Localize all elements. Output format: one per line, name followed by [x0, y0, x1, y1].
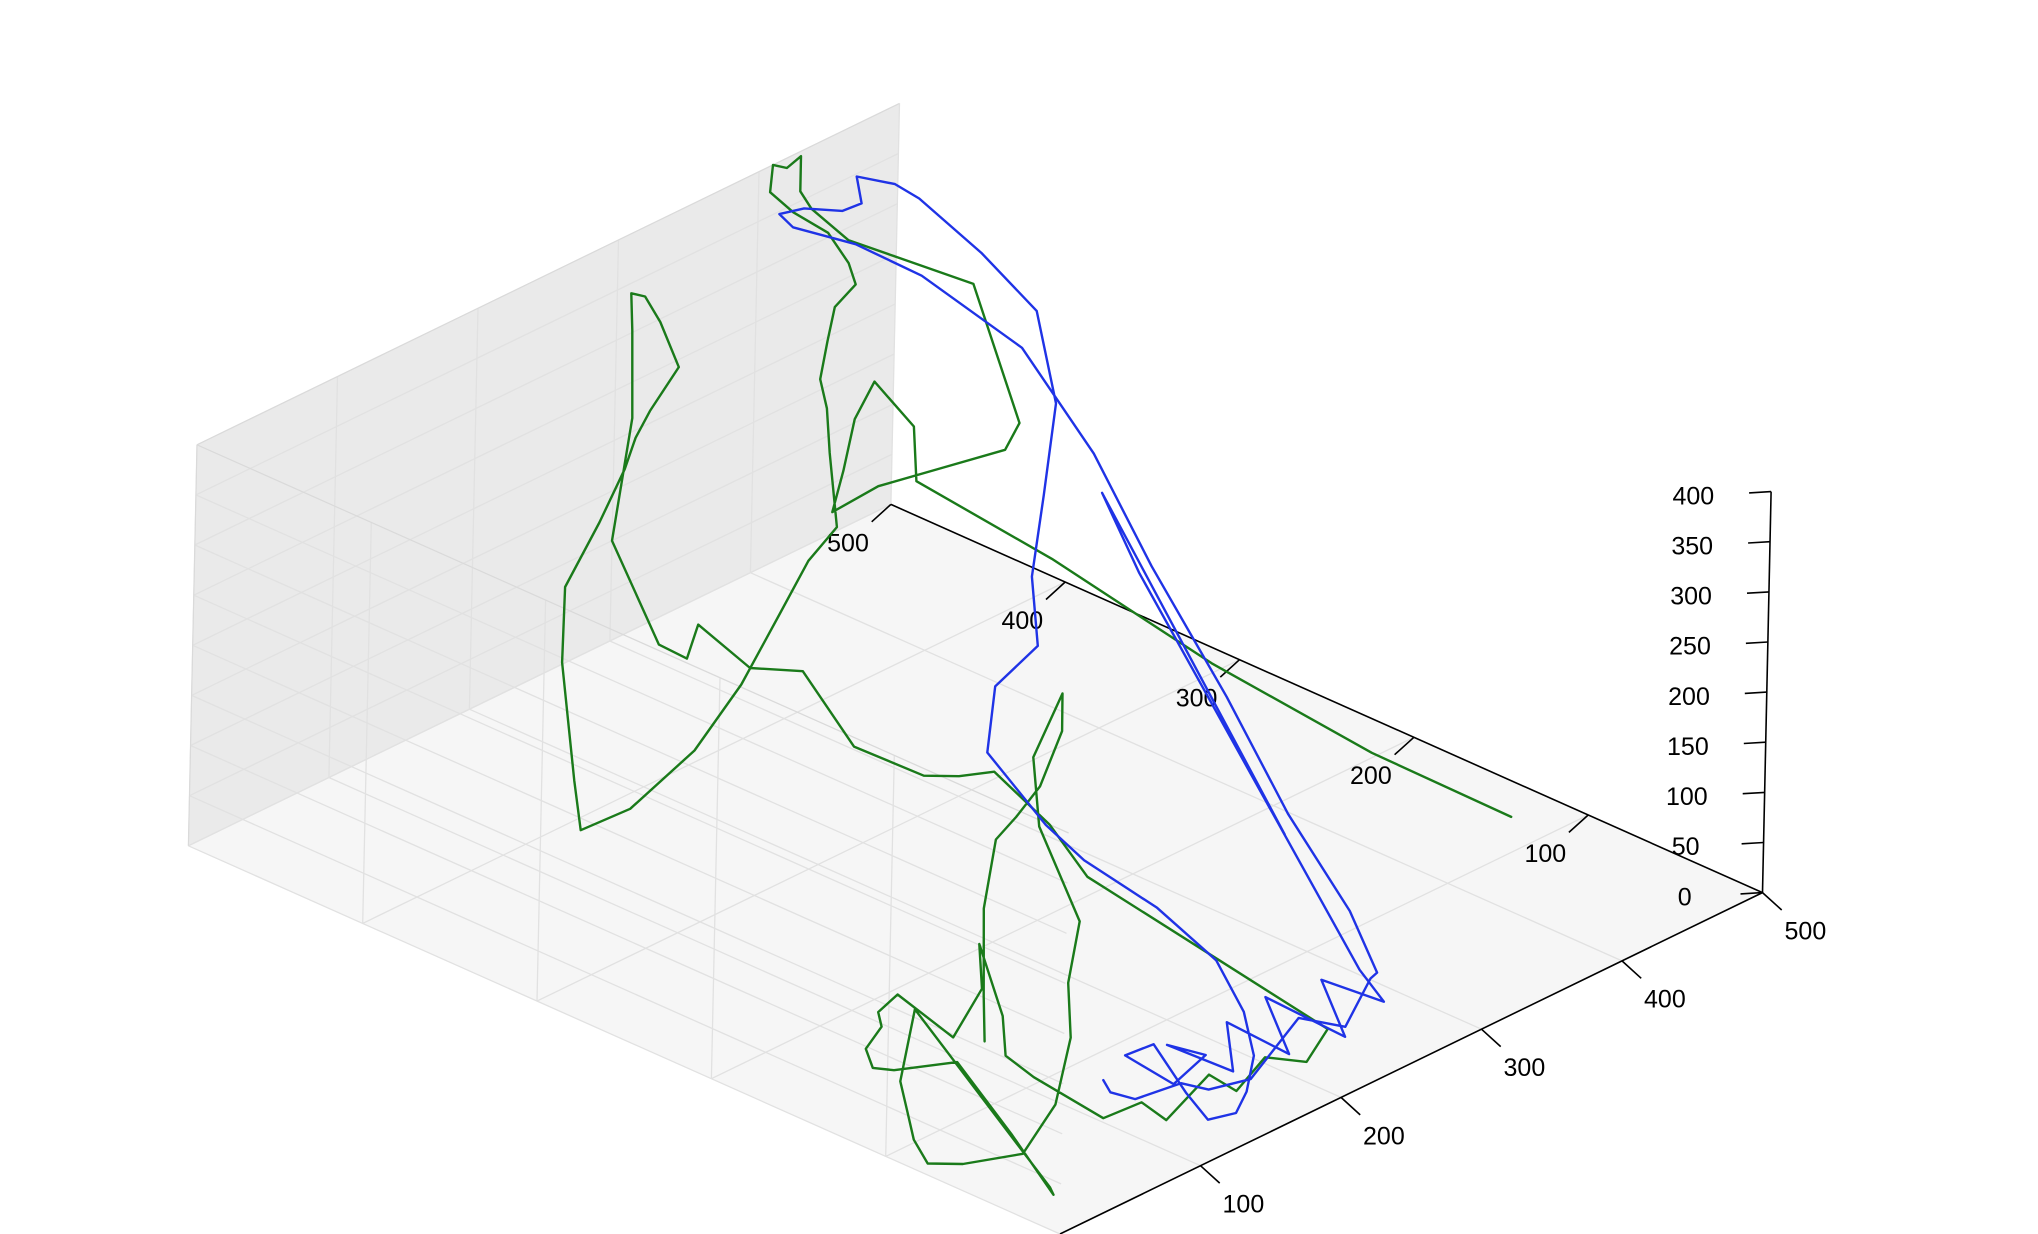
z-tick-100-label: 100	[1666, 783, 1708, 811]
grid-line-floor-y	[536, 659, 1240, 1002]
data-series	[560, 154, 1513, 1197]
pane-edge-top-right	[196, 102, 900, 446]
grid-line-left-z	[189, 795, 1062, 1185]
grid-line-floor-y	[885, 814, 1589, 1157]
y-tick-400-mark	[1045, 581, 1066, 601]
floor-pane	[188, 504, 1763, 1234]
y-tick-100-label: 100	[1524, 840, 1566, 868]
pane-edge-top-left	[196, 444, 1069, 834]
axes-ticks: 100 200 300 400 500 100 200 300 400 500 0 50 100 150 2…	[827, 482, 1826, 1218]
y-tick-200-mark	[1394, 736, 1415, 756]
y-tick-500-label: 500	[827, 529, 869, 557]
z-tick-350-mark	[1748, 540, 1771, 544]
grid-line-back-z	[189, 453, 893, 797]
x-tick-400-label: 400	[1644, 986, 1686, 1014]
series-line-2	[778, 175, 1386, 1121]
y-tick-200-label: 200	[1350, 762, 1392, 790]
y-tick-100-mark	[1568, 814, 1589, 833]
grid-line-back-z	[193, 253, 897, 596]
z-tick-200-mark	[1744, 691, 1767, 695]
grid-line-floor-x	[750, 572, 1623, 962]
grid-line-left-z	[190, 744, 1063, 1135]
grid-line-left-z	[193, 594, 1066, 984]
x-tick-500-mark	[1761, 892, 1783, 911]
grid-line-floor-x	[609, 640, 1482, 1030]
z-tick-150-mark	[1743, 741, 1766, 745]
grid-line-back-z	[190, 403, 894, 747]
grid-line-floor-y	[362, 581, 1066, 924]
grid-line-back-z	[191, 353, 895, 696]
grid-line-back-z	[188, 503, 892, 847]
x-tick-200-label: 200	[1363, 1122, 1405, 1150]
x-tick-300-label: 300	[1504, 1054, 1546, 1082]
grid-line-floor-x	[469, 708, 1342, 1098]
z-tick-50-mark	[1741, 841, 1764, 845]
x-axis-line	[1059, 891, 1763, 1234]
z-tick-0-label: 0	[1678, 883, 1692, 911]
pane-edge-back	[187, 444, 198, 846]
grid-line-back-z	[194, 203, 898, 546]
series-line-1	[560, 154, 1513, 1197]
grid-line-back-z	[192, 303, 896, 646]
z-tick-150-label: 150	[1667, 733, 1709, 761]
grid-line-left-z	[192, 644, 1065, 1035]
x-tick-200-mark	[1340, 1096, 1361, 1116]
z-tick-300-mark	[1746, 591, 1770, 594]
y-tick-500-mark	[871, 503, 892, 523]
grid-line-left-z	[188, 845, 1061, 1234]
z-tick-400-label: 400	[1672, 482, 1714, 510]
z-tick-350-label: 350	[1671, 532, 1713, 560]
x-tick-400-mark	[1621, 960, 1642, 979]
z-tick-0-mark	[1740, 891, 1763, 895]
grid-line-left-z	[191, 694, 1064, 1085]
grid-line-floor-y	[711, 736, 1415, 1080]
x-tick-300-mark	[1480, 1028, 1502, 1048]
z-tick-400-mark	[1749, 490, 1772, 494]
grid-line-left-z	[195, 494, 1068, 884]
y-axis-line	[890, 503, 1763, 894]
grid-line-left-z	[194, 544, 1067, 934]
z-tick-300-label: 300	[1670, 583, 1712, 611]
x-tick-500-label: 500	[1785, 918, 1827, 946]
z-tick-250-label: 250	[1669, 633, 1711, 661]
z-tick-250-mark	[1745, 641, 1768, 645]
y-tick-300-mark	[1219, 659, 1241, 678]
y-tick-300-label: 300	[1176, 685, 1218, 713]
x-tick-100-label: 100	[1223, 1191, 1265, 1219]
x-tick-100-mark	[1199, 1165, 1221, 1184]
grid-line-back-z	[195, 152, 899, 496]
z-tick-50-label: 50	[1672, 833, 1700, 861]
z-tick-200-label: 200	[1668, 683, 1710, 711]
z-tick-100-mark	[1742, 791, 1765, 795]
